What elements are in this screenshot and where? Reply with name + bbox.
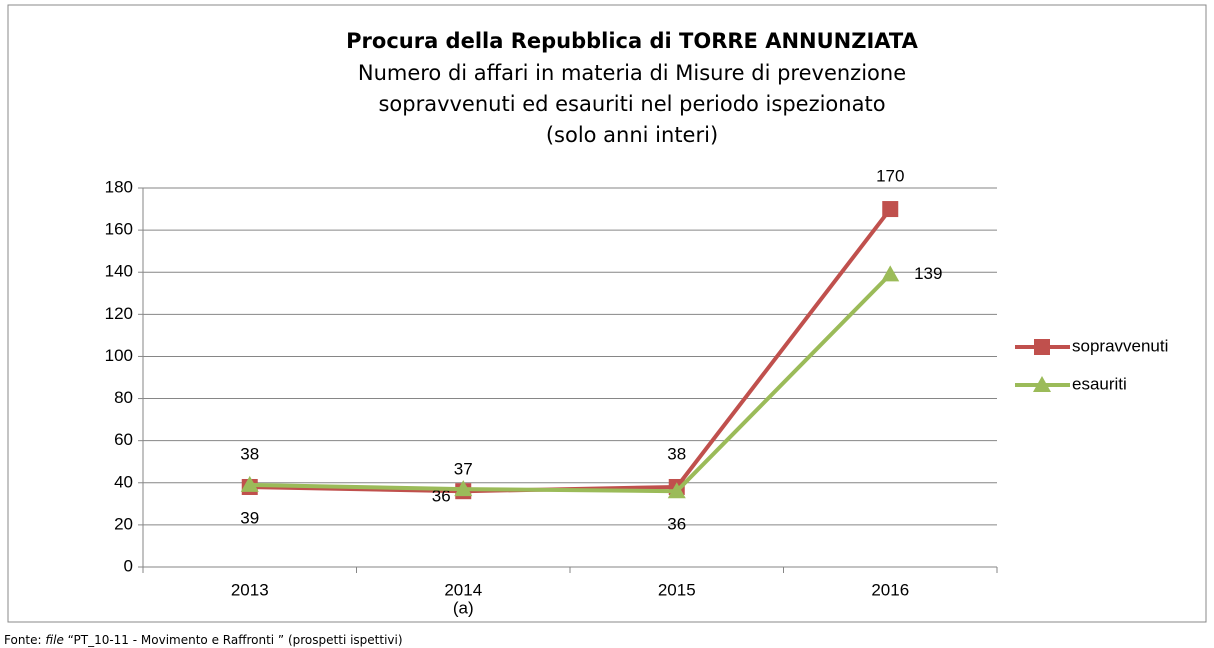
- x-tick-label: 2015: [658, 580, 696, 599]
- chart-subtitle: (solo anni interi): [546, 123, 718, 147]
- data-label: 39: [240, 508, 259, 527]
- data-label: 36: [667, 515, 686, 534]
- y-tick-label: 40: [114, 472, 133, 491]
- chart-title: Procura della Repubblica di TORRE ANNUNZ…: [346, 29, 918, 53]
- data-label: 170: [876, 167, 904, 186]
- data-label: 38: [240, 444, 259, 463]
- source-text: file: [45, 633, 63, 647]
- frame: [7, 4, 1207, 623]
- y-tick-label: 60: [114, 430, 133, 449]
- data-label: 36: [432, 487, 451, 506]
- x-tick-label: 2016: [871, 580, 909, 599]
- source-text: Fonte:: [4, 633, 45, 647]
- point-marker: [881, 265, 900, 282]
- y-tick-label: 0: [124, 556, 133, 575]
- chart-subtitle: Numero di affari in materia di Misure di…: [358, 61, 906, 85]
- series-line: [249, 207, 892, 494]
- y-tick-label: 180: [105, 177, 133, 196]
- point-marker: [882, 201, 899, 218]
- series-line: [249, 272, 892, 494]
- data-label: 37: [454, 460, 473, 479]
- data-label: 139: [914, 264, 942, 283]
- point-marker: [240, 475, 259, 492]
- x-tick-label: 2014: [444, 580, 482, 599]
- y-tick-label: 160: [105, 220, 133, 239]
- y-tick-label: 100: [105, 346, 133, 365]
- y-tick-label: 140: [105, 262, 133, 281]
- point-marker: [1033, 376, 1051, 392]
- legend-label: esauriti: [1072, 374, 1127, 393]
- y-tick-label: 20: [114, 514, 133, 533]
- point-marker: [454, 480, 473, 497]
- source-note: Fonte: file “PT_10-11 - Movimento e Raff…: [4, 633, 403, 647]
- x-tick-label: 2013: [231, 580, 269, 599]
- point-marker: [667, 482, 686, 499]
- legend-label: sopravvenuti: [1072, 336, 1168, 355]
- y-tick-label: 80: [114, 388, 133, 407]
- source-text: “PT_10-11 - Movimento e Raffronti ” (pro…: [64, 633, 403, 647]
- y-tick-label: 120: [105, 304, 133, 323]
- chart-subtitle: sopravvenuti ed esauriti nel periodo isp…: [378, 92, 885, 116]
- x-annotation: (a): [453, 598, 474, 617]
- point-marker: [1034, 339, 1050, 355]
- data-label: 38: [667, 444, 686, 463]
